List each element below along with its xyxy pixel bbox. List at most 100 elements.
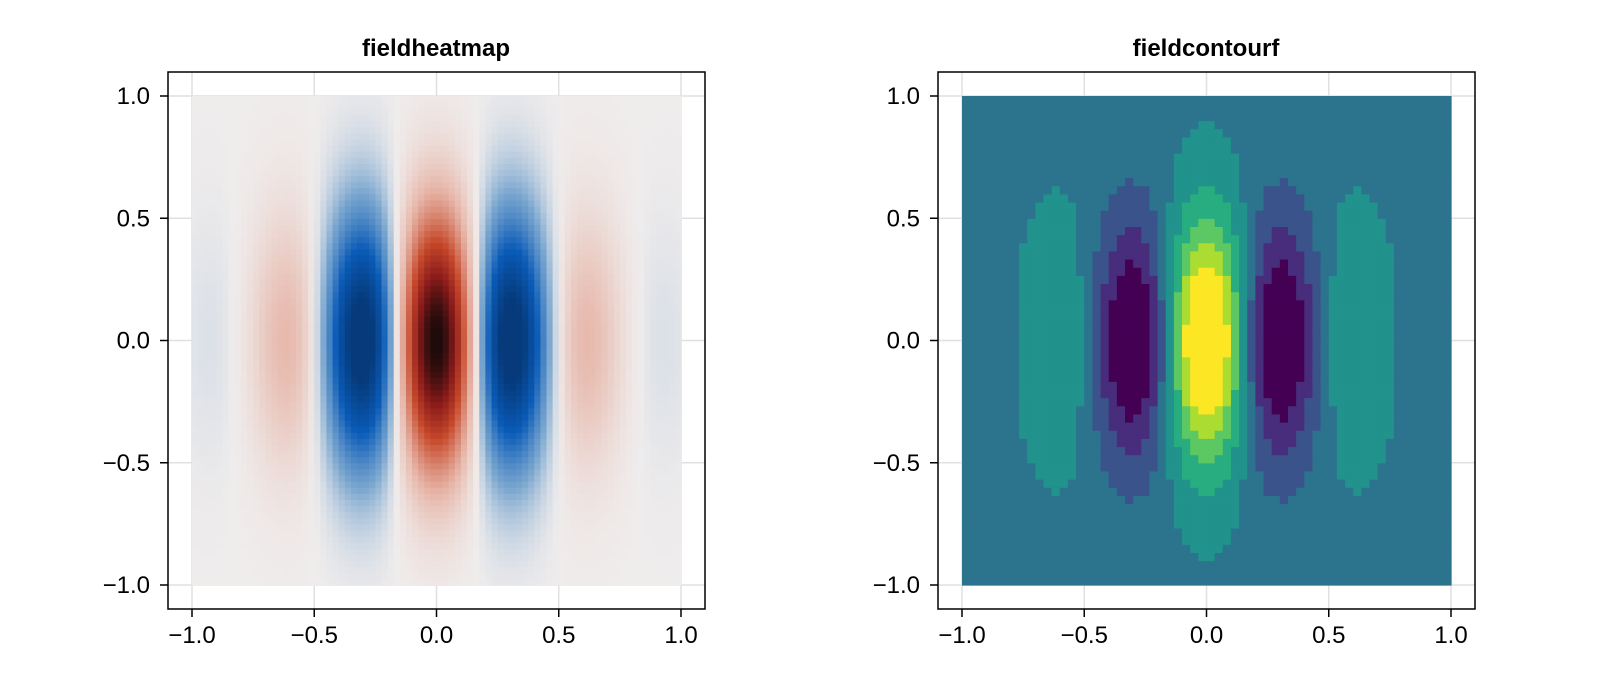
field-cell	[338, 468, 346, 476]
field-cell	[473, 108, 480, 115]
field-cell	[534, 377, 542, 384]
field-cell	[240, 108, 248, 115]
field-cell	[491, 279, 499, 287]
field-cell	[222, 175, 230, 183]
field-cell	[198, 224, 205, 232]
field-cell	[332, 432, 340, 439]
field-cell	[369, 181, 376, 189]
field-cell	[247, 261, 254, 268]
field-cell	[192, 212, 199, 219]
field-cell	[198, 560, 205, 568]
field-cell	[436, 346, 444, 354]
field-cell	[497, 371, 505, 378]
field-cell	[289, 493, 297, 501]
field-cell	[418, 371, 425, 378]
field-cell	[320, 163, 328, 170]
field-cell	[546, 199, 554, 207]
field-cell	[534, 334, 542, 342]
field-cell	[216, 572, 224, 580]
field-cell	[405, 572, 413, 580]
field-cell	[558, 236, 566, 244]
field-cell	[454, 261, 462, 268]
field-cell	[369, 419, 376, 427]
field-cell	[540, 523, 548, 531]
field-cell	[271, 474, 279, 482]
field-cell	[436, 328, 444, 335]
field-cell	[277, 316, 285, 323]
field-cell	[412, 377, 419, 384]
field-cell	[344, 444, 352, 452]
field-cell	[503, 481, 511, 488]
field-cell	[350, 474, 358, 482]
field-cell	[234, 352, 242, 360]
field-cell	[503, 493, 511, 501]
field-cell	[509, 536, 517, 543]
field-cell	[222, 438, 230, 446]
field-cell	[393, 352, 401, 360]
field-cell	[558, 96, 566, 103]
field-cell	[399, 273, 407, 280]
field-cell	[302, 316, 309, 323]
field-cell	[528, 511, 535, 519]
field-cell	[412, 297, 419, 305]
field-cell	[369, 151, 376, 158]
field-cell	[491, 358, 499, 366]
field-cell	[338, 193, 346, 201]
field-cell	[509, 285, 517, 293]
field-cell	[473, 322, 480, 329]
field-cell	[393, 316, 401, 323]
field-cell	[289, 413, 297, 421]
field-cell	[479, 303, 486, 311]
field-cell	[454, 474, 462, 482]
field-cell	[271, 328, 279, 335]
field-cell	[540, 236, 548, 244]
field-cell	[497, 572, 505, 580]
field-cell	[491, 419, 499, 427]
field-cell	[454, 328, 462, 335]
field-cell	[522, 548, 529, 556]
field-cell	[405, 401, 413, 409]
field-cell	[295, 187, 303, 195]
field-cell	[381, 291, 389, 299]
field-cell	[558, 517, 566, 525]
field-cell	[259, 566, 266, 574]
field-cell	[240, 352, 248, 360]
field-cell	[234, 407, 242, 415]
field-cell	[424, 138, 431, 146]
field-cell	[399, 474, 407, 482]
field-cell	[436, 322, 444, 329]
field-cell	[473, 193, 480, 201]
field-cell	[326, 450, 334, 458]
field-cell	[369, 322, 376, 329]
field-cell	[381, 438, 389, 446]
field-cell	[528, 224, 535, 232]
field-cell	[424, 285, 431, 293]
field-cell	[405, 377, 413, 384]
field-cell	[503, 438, 511, 446]
field-cell	[344, 322, 352, 329]
field-cell	[460, 456, 468, 464]
field-cell	[497, 309, 505, 317]
field-cell	[436, 291, 444, 299]
field-cell	[454, 578, 462, 586]
field-cell	[271, 523, 279, 531]
field-cell	[491, 456, 499, 464]
field-cell	[375, 138, 383, 146]
field-cell	[454, 175, 462, 183]
field-cell	[509, 340, 517, 348]
field-cell	[247, 297, 254, 305]
field-cell	[460, 199, 468, 207]
field-cell	[283, 303, 291, 311]
field-cell	[204, 523, 211, 531]
field-cell	[265, 407, 273, 415]
field-cell	[216, 468, 224, 476]
field-cell	[515, 291, 523, 299]
field-cell	[283, 334, 291, 342]
field-cell	[295, 536, 303, 543]
field-cell	[259, 340, 266, 348]
field-cell	[332, 511, 340, 519]
field-cell	[369, 114, 376, 122]
field-cell	[283, 426, 291, 433]
field-cell	[460, 517, 468, 525]
field-cell	[540, 206, 548, 213]
